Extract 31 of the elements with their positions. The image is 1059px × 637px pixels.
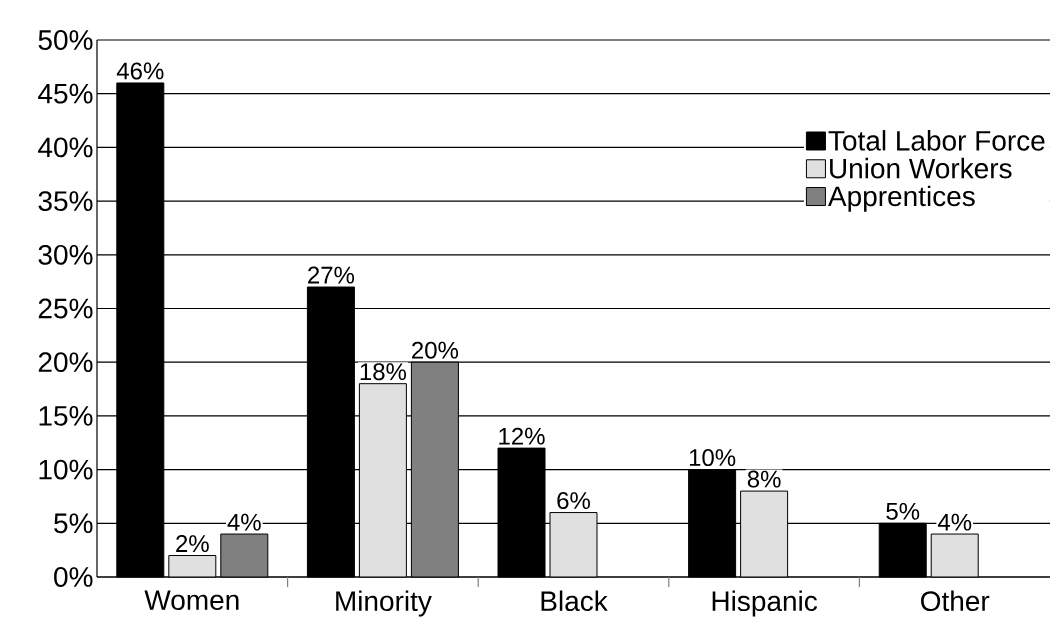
y-tick-label: 45% [38, 83, 93, 104]
data-label: 2% [176, 535, 209, 553]
x-tick-label: Minority [336, 590, 432, 617]
y-tick-label: 50% [38, 30, 93, 50]
x-tick-label: Other [921, 590, 990, 612]
data-label: 4% [227, 513, 261, 531]
y-tick-label: 25% [38, 298, 93, 319]
y-tick-label: 5% [54, 513, 93, 534]
data-label: 27% [308, 266, 355, 284]
data-label: 12% [499, 427, 545, 445]
legend-label: Total Labor Force [828, 130, 1045, 151]
legend-label: Apprentices [827, 185, 975, 212]
x-tick-label: Women [144, 590, 239, 611]
data-label: 18% [360, 363, 407, 381]
data-label: 20% [412, 341, 459, 359]
data-label: 10% [689, 449, 736, 467]
y-tick-label: 20% [38, 352, 93, 373]
y-tick-label: 30% [38, 244, 93, 265]
x-tick-label: Black [541, 590, 608, 612]
y-tick-label: 0% [54, 567, 93, 587]
data-label: 4% [937, 513, 972, 531]
data-label: 5% [886, 502, 920, 520]
data-label: 46% [116, 62, 164, 80]
y-tick-label: 10% [39, 459, 93, 480]
data-label: 8% [747, 470, 781, 488]
legend-label: Union Workers [830, 157, 1012, 179]
y-tick-label: 15% [39, 406, 93, 426]
x-tick-label: Hispanic [712, 590, 818, 617]
y-tick-label: 40% [38, 137, 93, 158]
data-label: 6% [557, 492, 590, 510]
y-tick-label: 35% [38, 191, 93, 212]
